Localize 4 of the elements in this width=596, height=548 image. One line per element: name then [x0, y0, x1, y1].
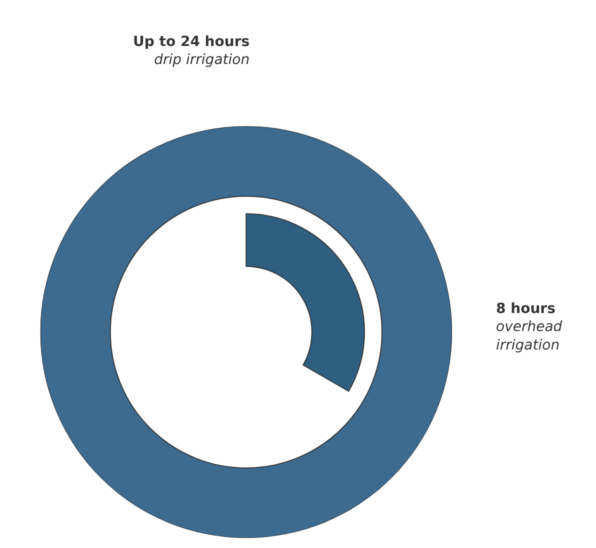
data-label: 8 hours: [496, 301, 556, 317]
category-label: drip irrigation: [154, 52, 250, 68]
category-label: overhead irrigation: [496, 319, 562, 354]
data-label: Up to 24 hours: [133, 34, 250, 50]
